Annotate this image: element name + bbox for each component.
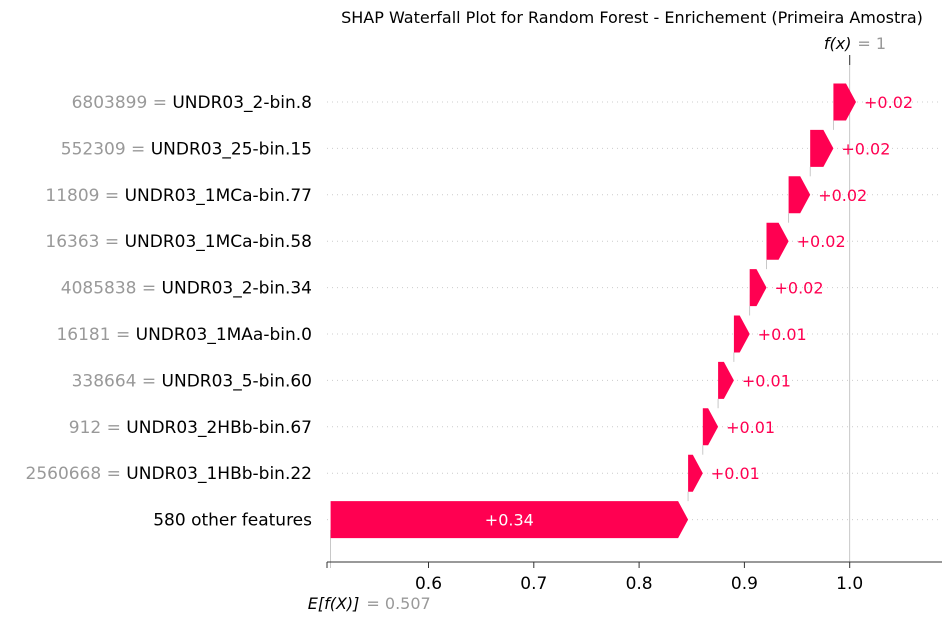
x-tick-label: 0.7 (520, 574, 547, 594)
feature-label: 912 = UNDR03_2HBb-bin.67 (69, 418, 312, 438)
feature-name: UNDR03_5-bin.60 (162, 371, 312, 391)
shap-value-label: +0.02 (818, 186, 867, 205)
feature-value: 4085838 = (61, 279, 162, 299)
shap-bar (733, 315, 750, 353)
x-axis: 0.6 0.7 0.8 0.9 1.0 (326, 561, 942, 594)
shap-value-label: +0.01 (758, 325, 807, 344)
shap-bar (810, 129, 834, 167)
shap-value-label: +0.01 (726, 418, 775, 437)
reference-lines (330, 55, 851, 568)
shap-bar (749, 269, 767, 307)
x-tick-label: 0.9 (731, 574, 758, 594)
x-tick-label: 1.0 (836, 574, 863, 594)
feature-name: UNDR03_1MCa-bin.58 (125, 232, 312, 252)
feature-value: 16181 = (56, 325, 135, 345)
shap-value-label: +0.02 (775, 279, 824, 298)
base-value-label: E[f(X)] (308, 594, 360, 613)
shap-value-label: +0.01 (742, 371, 791, 390)
feature-label: 16181 = UNDR03_1MAa-bin.0 (56, 325, 312, 345)
feature-name: UNDR03_2HBb-bin.67 (126, 418, 312, 438)
shap-bar (788, 176, 811, 214)
shap-value-label: +0.02 (841, 139, 890, 158)
shap-value-label: +0.02 (864, 93, 913, 112)
feature-value: 11809 = (45, 186, 124, 206)
final-value-label: f(x) (824, 34, 852, 53)
feature-name: UNDR03_1MAa-bin.0 (136, 325, 312, 345)
feature-name: UNDR03_25-bin.15 (151, 139, 312, 159)
feature-value: 16363 = (45, 232, 124, 252)
shap-value-label: +0.01 (711, 464, 760, 483)
feature-name: UNDR03_2-bin.34 (162, 279, 312, 299)
shap-bar (688, 454, 703, 492)
final-value-text: = 1 (857, 34, 886, 53)
feature-value: 552309 = (61, 139, 151, 159)
feature-value: 2560668 = (26, 464, 127, 484)
shap-bar (766, 222, 789, 260)
shap-bar (833, 83, 856, 121)
feature-label: 6803899 = UNDR03_2-bin.8 (72, 93, 312, 113)
feature-name: 580 other features (153, 511, 312, 531)
feature-name: UNDR03_1MCa-bin.77 (125, 186, 312, 206)
feature-label: 11809 = UNDR03_1MCa-bin.77 (45, 186, 312, 206)
feature-label: 338664 = UNDR03_5-bin.60 (72, 371, 312, 391)
bars: +0.02 +0.02 +0.02 +0.02 +0.02 +0.01 +0.01 +0.01… (330, 83, 913, 539)
feature-value: 6803899 = (72, 93, 173, 113)
feature-name: UNDR03_1HBb-bin.22 (126, 464, 312, 484)
feature-labels: 6803899 = UNDR03_2-bin.8 552309 = UNDR03_… (26, 93, 313, 531)
feature-label: 2560668 = UNDR03_1HBb-bin.22 (26, 464, 312, 484)
shap-bar (702, 408, 719, 446)
annotations: f(x) = 1 E[f(X)] = 0.507 (308, 34, 886, 613)
shap-bar (718, 361, 734, 399)
x-tick-label: 0.6 (415, 574, 442, 594)
base-value-text: = 0.507 (366, 594, 430, 613)
feature-label: 580 other features (153, 511, 312, 531)
feature-value: 912 = (69, 418, 127, 438)
feature-value: 338664 = (72, 371, 162, 391)
feature-label: 552309 = UNDR03_25-bin.15 (61, 139, 312, 159)
shap-value-label: +0.02 (797, 232, 846, 251)
feature-label: 4085838 = UNDR03_2-bin.34 (61, 279, 312, 299)
chart-title: SHAP Waterfall Plot for Random Forest - … (341, 8, 923, 27)
feature-label: 16363 = UNDR03_1MCa-bin.58 (45, 232, 312, 252)
shap-value-label: +0.34 (485, 511, 534, 530)
feature-name: UNDR03_2-bin.8 (172, 93, 312, 113)
x-tick-label: 0.8 (626, 574, 653, 594)
shap-bar (330, 501, 689, 539)
